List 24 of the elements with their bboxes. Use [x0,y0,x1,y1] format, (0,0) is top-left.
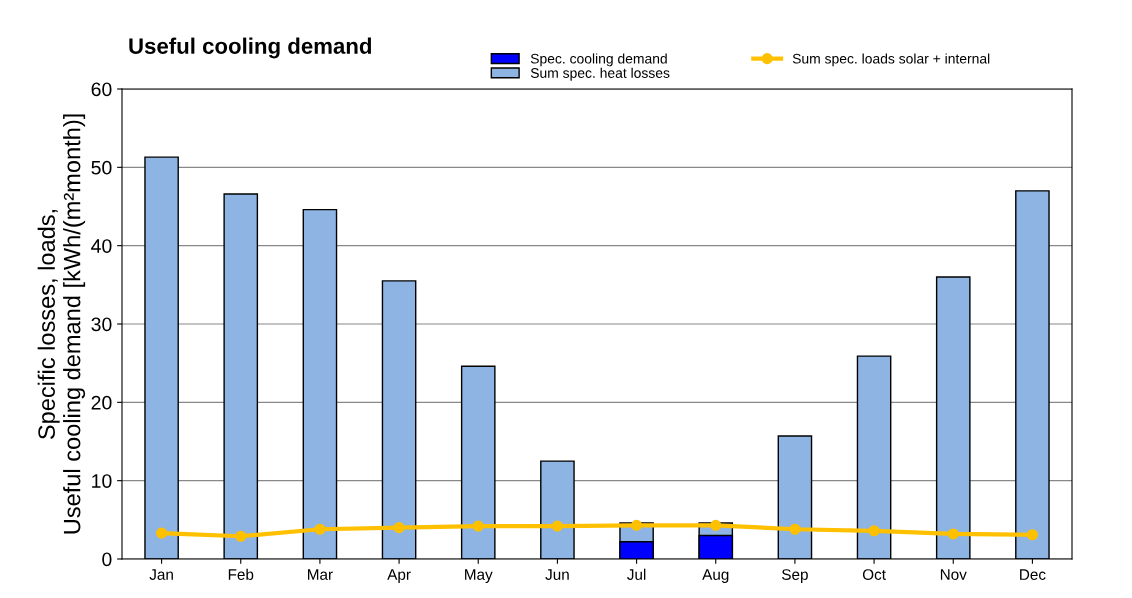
y-tick-label: 40 [91,239,112,253]
y-tick-label: 0 [102,552,112,567]
x-tick-label: Mar [308,569,333,580]
x-tick-label: Apr [387,569,411,583]
legend-label: Spec. cooling demand [530,53,667,67]
legend-label: Sum spec. loads solar + internal [792,53,990,67]
x-tick-label: Nov [940,569,967,580]
chart-title: Useful cooling demand [129,37,371,59]
y-tick-label: 60 [91,82,112,97]
x-tick-label: Jan [149,569,173,580]
x-tick-label: Oct [862,569,886,580]
x-tick-label: Jul [627,568,646,580]
y-tick-label: 30 [91,317,112,332]
x-tick-label: Jun [545,569,569,580]
y-tick-label: 20 [91,395,112,410]
x-tick-label: Dec [1020,569,1046,580]
x-tick-label: Feb [228,568,254,580]
x-tick-label: Sep [782,569,808,583]
x-tick-label: May [465,569,493,583]
y-tick-label: 50 [91,160,112,175]
y-tick-label: 10 [92,474,112,488]
x-tick-label: Aug [702,569,729,583]
y-axis-title: Specific losses, loads, Useful cooling demand [kWh/(m²month)] [37,114,86,534]
legend-label: Sum spec. heat losses [530,67,670,81]
